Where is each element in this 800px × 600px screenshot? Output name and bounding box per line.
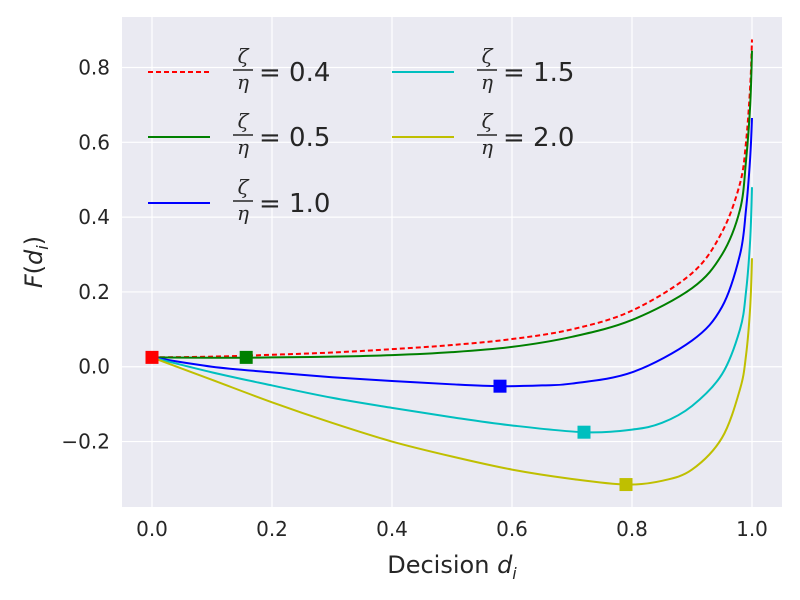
legend-value: = 1.5	[503, 58, 574, 88]
legend-denominator: η	[237, 135, 249, 159]
legend-numerator: ζ	[238, 109, 250, 133]
series-marker-3	[577, 425, 591, 439]
x-ticks: 0.0 0.2 0.4 0.6 0.8 1.0	[136, 517, 768, 541]
series-line-3	[151, 187, 753, 434]
markers-group	[145, 350, 633, 492]
x-tick-label: 1.0	[736, 517, 768, 541]
y-ticks: −0.2 0.0 0.2 0.4 0.6 0.8	[61, 55, 110, 453]
legend-value: = 2.0	[503, 123, 574, 153]
x-tick-label: 0.8	[616, 517, 648, 541]
y-tick-label: 0.4	[78, 205, 110, 229]
legend-numerator: ζ	[482, 109, 494, 133]
y-axis-label: F(di)	[20, 236, 52, 288]
series-marker-1	[239, 350, 253, 364]
legend-numerator: ζ	[482, 44, 494, 68]
legend-value: = 0.5	[259, 123, 330, 153]
x-tick-label: 0.2	[256, 517, 288, 541]
series-group	[151, 39, 753, 486]
series-line-2	[151, 117, 753, 388]
series-line-4	[151, 258, 753, 486]
y-tick-label: 0.8	[78, 55, 110, 79]
legend-value: = 0.4	[259, 58, 330, 88]
x-tick-label: 0.6	[496, 517, 528, 541]
series-line-0	[151, 39, 753, 359]
y-tick-label: 0.2	[78, 280, 110, 304]
y-tick-label: 0.0	[78, 355, 110, 379]
plot-background	[122, 17, 782, 507]
x-axis-label: Decision di	[387, 551, 517, 583]
legend: ζη = 0.4ζη = 0.5ζη = 1.0ζη = 1.5ζη = 2.0	[148, 44, 574, 225]
legend-value: = 1.0	[259, 189, 330, 219]
y-tick-label: −0.2	[61, 430, 110, 454]
series-line-1	[151, 50, 753, 359]
series-marker-2	[493, 379, 507, 393]
legend-numerator: ζ	[238, 44, 250, 68]
x-tick-label: 0.4	[376, 517, 408, 541]
y-tick-label: 0.6	[78, 130, 110, 154]
series-marker-0	[145, 350, 159, 364]
legend-denominator: η	[481, 135, 493, 159]
legend-denominator: η	[237, 70, 249, 94]
x-tick-label: 0.0	[136, 517, 168, 541]
legend-denominator: η	[237, 201, 249, 225]
legend-numerator: ζ	[238, 175, 250, 199]
legend-denominator: η	[481, 70, 493, 94]
series-marker-4	[619, 478, 633, 492]
